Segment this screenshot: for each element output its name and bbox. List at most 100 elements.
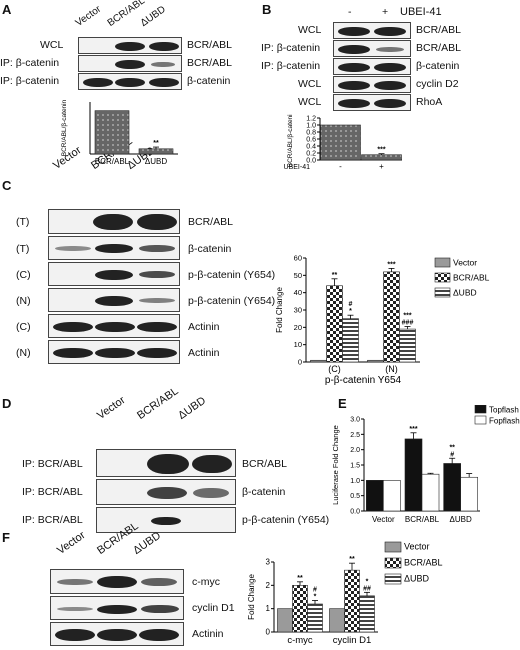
blot-strip <box>96 479 236 505</box>
significance-label: # <box>349 301 353 308</box>
legend-label: BCR/ABL <box>453 273 490 283</box>
row-right-label: β-catenin <box>416 60 460 72</box>
bar <box>366 480 384 512</box>
row-left-label: (N) <box>16 295 31 307</box>
y-tick-label: 40 <box>294 288 302 297</box>
y-tick-label: 0.5 <box>350 493 360 500</box>
category-label: ΔUBD <box>145 157 167 166</box>
significance-label: # <box>450 451 454 458</box>
blot-strip <box>333 76 411 93</box>
legend-swatch <box>474 405 487 414</box>
panel-a-label: A <box>2 2 12 17</box>
y-axis-label: Fold Change <box>275 287 284 333</box>
y-tick-label: 1.0 <box>306 123 316 130</box>
row-right-label: p-β-catenin (Y654) <box>242 514 330 526</box>
panel-d-label: D <box>2 396 12 411</box>
significance-label: ** <box>332 272 338 279</box>
row-left-label: WCL <box>298 78 322 90</box>
y-tick-label: 1.5 <box>350 463 360 470</box>
category-label: (N) <box>385 364 398 374</box>
y-axis-label: Luciferase Fold Change <box>331 425 340 505</box>
lane-label: Vector <box>55 529 88 557</box>
y-tick-label: 1 <box>266 604 271 613</box>
y-tick-label: 3.0 <box>350 417 360 424</box>
legend-label: Topflash <box>489 406 519 415</box>
chart-e: 0.0 0.5 1.0 1.5 2.0 2.5 3.0 Luciferase Fold Cha… <box>331 405 520 524</box>
lane-label: ΔUBD <box>131 529 164 557</box>
bar <box>326 285 343 363</box>
significance-label: * <box>349 308 352 315</box>
blot-strip <box>48 209 180 234</box>
y-tick-label: 2.5 <box>350 432 360 439</box>
row-right-label: BCR/ABL <box>188 216 233 228</box>
row-left-label: IP: β-catenin <box>0 75 60 87</box>
category-label: c-myc <box>287 635 313 646</box>
y-tick-label: 0.8 <box>306 130 316 137</box>
blot-strip <box>333 94 411 111</box>
legend-label: ΔUBD <box>453 288 477 298</box>
significance-label: ** <box>449 444 455 451</box>
legend-label: BCR/ABL <box>404 558 443 568</box>
row-left-label: IP: BCR/ABL <box>22 458 83 470</box>
row-left-label: (T) <box>16 216 30 228</box>
blot-strip <box>48 262 180 286</box>
row-right-label: Actinin <box>188 347 220 359</box>
row-right-label: BCR/ABL <box>187 39 232 51</box>
blot-strip <box>50 569 184 594</box>
row-left-label: IP: β-catenin <box>261 42 321 54</box>
y-tick-label: 2 <box>266 581 271 590</box>
blot-strip <box>50 596 184 620</box>
row-left-label: (C) <box>16 321 31 333</box>
y-tick-label: 20 <box>294 323 302 332</box>
y-tick-label: 1.0 <box>350 478 360 485</box>
panel-c-label: C <box>2 178 12 193</box>
y-tick-label: 0.2 <box>306 151 316 158</box>
significance-label: ** <box>297 575 303 582</box>
category-label: + <box>379 162 384 171</box>
row-left-label: (C) <box>16 269 31 281</box>
y-tick-label: 60 <box>294 254 302 263</box>
y-axis-label: BCR/ABL/β-catenin <box>287 114 294 167</box>
legend-swatch <box>384 557 402 569</box>
y-tick-label: 1.2 <box>306 116 316 123</box>
row-left-label: IP: β-catenin <box>0 57 60 69</box>
chart-a: BCR/ABL/β-catenin BCR/ABL ** ΔUBD <box>61 99 178 166</box>
row-right-label: RhoA <box>416 96 443 108</box>
row-right-label: BCR/ABL <box>187 57 232 69</box>
row-left-label: (T) <box>16 243 30 255</box>
bar <box>421 473 440 512</box>
y-tick-label: 0.0 <box>306 158 316 165</box>
y-tick-label: 3 <box>266 558 271 567</box>
legend-label: Vector <box>404 542 430 552</box>
lane-label: Vector <box>95 394 128 422</box>
bar <box>399 328 416 363</box>
row-right-label: β-catenin <box>188 243 232 255</box>
category-label: BCR/ABL <box>95 157 130 166</box>
y-tick-label: 2.0 <box>350 447 360 454</box>
lane-label: Vector <box>73 3 104 29</box>
y-axis-label: BCR/ABL/β-catenin <box>61 99 68 156</box>
blot-strip <box>333 40 411 57</box>
legend-swatch <box>384 541 402 553</box>
blot-strip <box>96 449 236 477</box>
bar <box>460 476 478 512</box>
treatment-label: UBEI-41 <box>400 6 442 18</box>
significance-label: ** <box>153 140 159 147</box>
blot-strip <box>50 622 184 646</box>
category-label: Vector <box>372 515 395 524</box>
significance-label: *** <box>377 147 385 154</box>
significance-label: * <box>314 594 317 601</box>
y-tick-label: 0.0 <box>350 509 360 516</box>
row-right-label: β-catenin <box>242 486 286 498</box>
blot-strip <box>78 73 182 90</box>
legend-label: Fopflash <box>489 417 520 426</box>
bar <box>404 438 423 512</box>
blot-strip <box>48 236 180 260</box>
bar <box>277 608 293 633</box>
bar <box>443 463 461 512</box>
significance-label: *** <box>409 426 417 433</box>
row-right-label: cyclin D2 <box>416 78 459 90</box>
blot-strip <box>333 58 411 75</box>
bar <box>310 359 327 363</box>
